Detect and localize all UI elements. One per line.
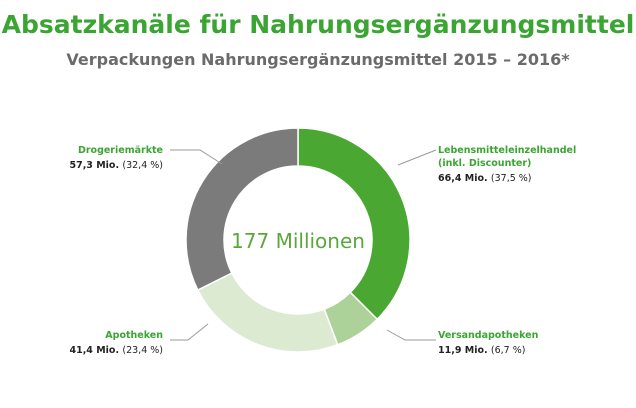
chart-subtitle: Verpackungen Nahrungsergänzungsmittel 20… — [66, 50, 570, 69]
slice-value-label: 11,9 Mio. (6,7 %) — [438, 345, 525, 356]
leader-line — [397, 149, 437, 166]
slice-value-label: 41,4 Mio. (23,4 %) — [69, 345, 163, 356]
center-label: 177 Millionen — [231, 229, 365, 253]
slice-label: Drogeriemärkte — [78, 145, 163, 156]
slice-label: Versandapotheken — [438, 330, 539, 341]
chart-title: Absatzkanäle für Nahrungsergänzungsmitte… — [1, 10, 635, 39]
donut-slice — [297, 127, 411, 321]
leader-line — [170, 149, 223, 165]
slice-label: Lebensmitteleinzelhandel — [438, 145, 576, 156]
slice-value-label: 66,4 Mio. (37,5 %) — [438, 173, 532, 184]
leader-line — [386, 329, 436, 341]
slice-value-label: 57,3 Mio. (32,4 %) — [69, 160, 163, 171]
slice-label: (inkl. Discounter) — [438, 158, 531, 169]
donut-slice — [196, 272, 339, 353]
leader-line — [170, 323, 209, 341]
slice-label: Apotheken — [105, 330, 163, 341]
donut-slice — [185, 127, 299, 292]
